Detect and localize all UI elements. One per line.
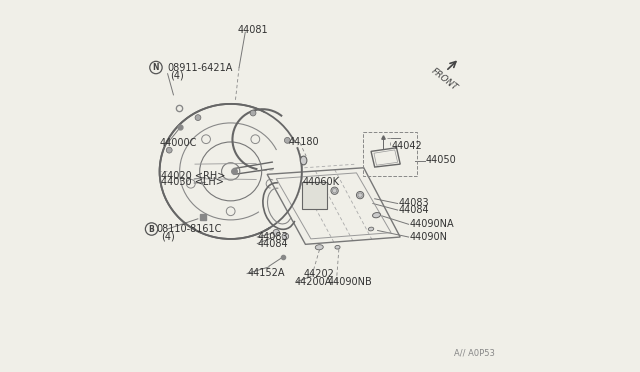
Circle shape <box>166 147 172 153</box>
FancyBboxPatch shape <box>302 182 327 209</box>
Text: B: B <box>148 225 154 234</box>
Circle shape <box>250 110 256 116</box>
Text: 44030 <LH>: 44030 <LH> <box>161 177 224 187</box>
Circle shape <box>356 192 364 199</box>
Text: 44180: 44180 <box>289 137 319 147</box>
Text: (4): (4) <box>161 231 175 241</box>
Text: 44020 <RH>: 44020 <RH> <box>161 171 226 181</box>
Ellipse shape <box>316 245 323 250</box>
Text: 44152A: 44152A <box>247 269 285 279</box>
Circle shape <box>273 230 280 236</box>
Wedge shape <box>255 141 303 230</box>
Circle shape <box>195 115 201 121</box>
Text: 44090NA: 44090NA <box>410 219 454 229</box>
Text: 44083: 44083 <box>398 199 429 208</box>
Text: N: N <box>153 63 159 72</box>
Text: 44200A: 44200A <box>294 276 332 286</box>
Text: 44050: 44050 <box>426 155 456 166</box>
Text: 44081: 44081 <box>237 25 268 35</box>
Ellipse shape <box>372 212 381 218</box>
Circle shape <box>331 187 338 195</box>
Text: 44090NB: 44090NB <box>327 276 372 286</box>
Ellipse shape <box>335 246 340 249</box>
Text: 44042: 44042 <box>391 141 422 151</box>
Text: 44202: 44202 <box>303 269 335 279</box>
Text: 08110-8161C: 08110-8161C <box>157 224 222 234</box>
Circle shape <box>284 137 290 143</box>
Text: 44000C: 44000C <box>159 138 197 148</box>
Text: (4): (4) <box>170 71 184 81</box>
Text: 08911-6421A: 08911-6421A <box>168 62 233 73</box>
Ellipse shape <box>369 227 374 231</box>
Ellipse shape <box>300 156 307 165</box>
Text: 44084: 44084 <box>257 238 288 248</box>
Circle shape <box>282 233 289 240</box>
Text: FRONT: FRONT <box>429 67 459 93</box>
Text: 44083: 44083 <box>257 232 288 242</box>
Text: 44060K: 44060K <box>303 177 339 187</box>
Text: A// A0P53: A// A0P53 <box>454 348 495 357</box>
Text: 44084: 44084 <box>398 205 429 215</box>
Text: 44090N: 44090N <box>410 232 447 242</box>
